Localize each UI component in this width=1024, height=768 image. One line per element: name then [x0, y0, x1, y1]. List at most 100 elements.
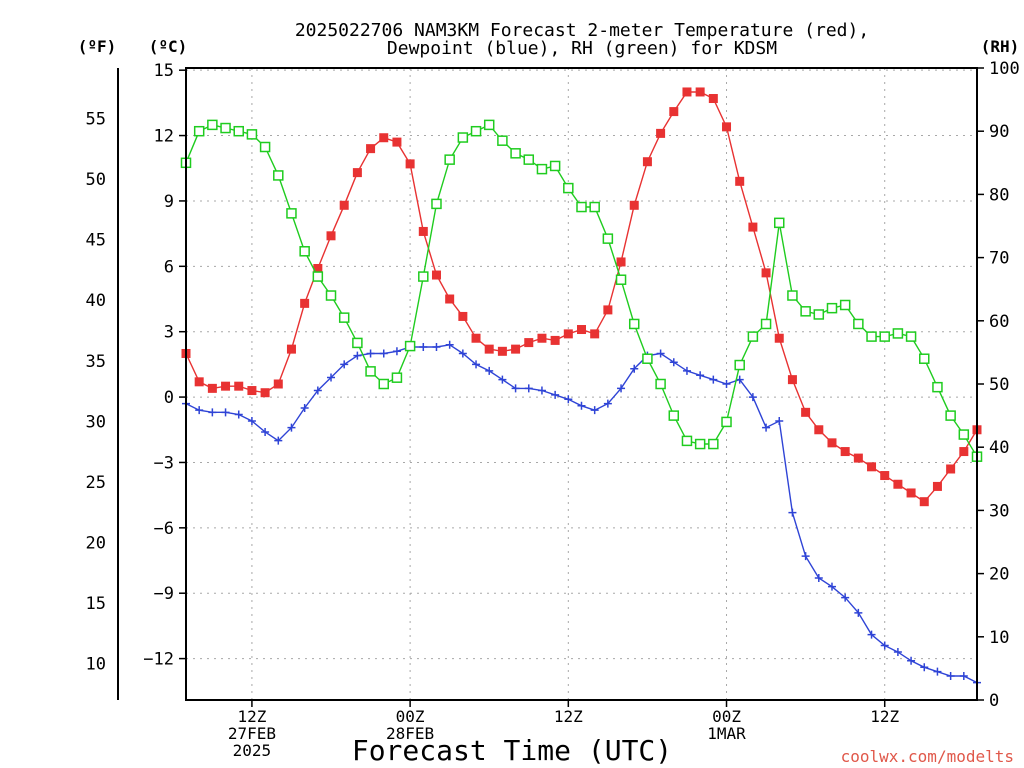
rh-point	[352, 337, 363, 349]
rh-point	[536, 163, 548, 175]
temperature-point	[880, 471, 890, 481]
temperature-point	[603, 305, 613, 315]
temperature-point	[722, 122, 732, 132]
rh-tick-label: 30	[989, 501, 1009, 521]
rh-point	[628, 318, 640, 330]
dewpoint-point	[445, 340, 454, 349]
rh-point	[246, 129, 258, 140]
celsius-tick-label: 0	[164, 388, 174, 408]
rh-point	[826, 302, 838, 314]
temperature-point	[827, 438, 837, 448]
rh-point	[853, 318, 864, 330]
dewpoint-point	[313, 386, 322, 395]
dewpoint-point	[274, 436, 283, 445]
dewpoint-point	[933, 667, 942, 676]
rh-point	[681, 435, 693, 447]
dewpoint-point	[827, 582, 836, 591]
fahrenheit-tick-label: 45	[86, 231, 106, 251]
temperature-point	[656, 128, 666, 138]
title-line-2: Dewpoint (blue), RH (green) for KDSM	[387, 38, 777, 59]
rh-point	[510, 148, 521, 159]
rh-tick-label: 70	[989, 249, 1009, 269]
dewpoint-point	[511, 384, 520, 393]
dewpoint-point	[893, 648, 902, 657]
dewpoint-point	[247, 417, 256, 426]
dewpoint-point	[880, 641, 889, 650]
dewpoint-point	[551, 390, 560, 399]
rh-tick-label: 60	[989, 312, 1009, 332]
rh-point	[721, 416, 732, 428]
celsius-unit-label: (ºC)	[149, 37, 188, 56]
plot-frame	[185, 67, 978, 701]
temperature-point	[616, 257, 626, 267]
temperature-point	[853, 453, 863, 463]
rh-point	[299, 246, 310, 257]
rh-point	[523, 154, 535, 165]
celsius-tick-label: −12	[143, 650, 174, 670]
rh-point	[866, 331, 877, 342]
temperature-point	[840, 447, 850, 457]
celsius-tick-label: 9	[164, 192, 174, 212]
series-layer	[180, 87, 983, 687]
fahrenheit-unit-label: (ºF)	[78, 37, 117, 56]
fahrenheit-tick-label: 10	[86, 654, 106, 674]
rh-point	[563, 182, 574, 194]
celsius-tick-label: 3	[164, 323, 174, 343]
temperature-point	[273, 379, 283, 389]
temperature-point	[524, 338, 534, 348]
rh-point	[549, 160, 561, 172]
temperature-point	[695, 87, 705, 97]
fahrenheit-tick-label: 30	[86, 412, 106, 432]
dewpoint-point	[537, 386, 546, 395]
temperature-point	[748, 222, 758, 232]
dewpoint-point	[682, 366, 691, 375]
rh-unit-label: (RH)	[981, 37, 1020, 56]
rh-point	[905, 331, 917, 342]
dewpoint-point	[709, 375, 718, 384]
dewpoint-point	[907, 656, 916, 665]
dewpoint-point	[669, 358, 678, 367]
fahrenheit-tick-label: 20	[86, 533, 106, 553]
temperature-point	[366, 144, 376, 154]
dewpoint-point	[841, 593, 850, 602]
dewpoint-point	[590, 406, 599, 415]
dewpoint-point	[340, 360, 349, 369]
rh-point	[273, 170, 284, 181]
celsius-axis: 15 12 9 6 3 0 −3 −6 −9 −12	[143, 61, 186, 670]
temperature-point	[932, 481, 942, 491]
dewpoint-point	[472, 360, 481, 369]
series-temperature	[181, 87, 982, 507]
temperature-point	[774, 333, 784, 343]
dewpoint-point	[577, 401, 586, 410]
temperature-point	[352, 168, 362, 178]
gridlines	[186, 68, 977, 700]
temperature-point	[563, 329, 573, 339]
temperature-point	[431, 270, 441, 280]
temperature-point	[787, 375, 797, 385]
temperature-point	[418, 226, 428, 236]
rh-point	[391, 372, 403, 383]
rh-tick-label: 10	[989, 628, 1009, 648]
rh-point	[470, 125, 482, 137]
dewpoint-point	[366, 349, 375, 358]
temperature-point	[959, 447, 969, 457]
temperature-point	[458, 311, 468, 321]
rh-point	[945, 410, 956, 421]
dewpoint-point	[603, 399, 612, 408]
temperature-point	[577, 325, 586, 335]
rh-point	[286, 208, 297, 219]
temperature-point	[379, 133, 389, 143]
temperature-point	[590, 329, 600, 339]
rh-point	[958, 429, 970, 440]
dewpoint-point	[867, 630, 876, 639]
dewpoint-point	[920, 663, 929, 672]
fahrenheit-axis: 55 50 45 40 35 30 25 20 15 10	[86, 110, 106, 675]
time-tick-label: 27FEB	[228, 724, 276, 743]
temperature-point	[511, 344, 521, 354]
temperature-line	[185, 91, 978, 503]
rh-point	[220, 122, 231, 134]
dewpoint-point	[261, 427, 270, 436]
temperature-point	[339, 200, 349, 210]
